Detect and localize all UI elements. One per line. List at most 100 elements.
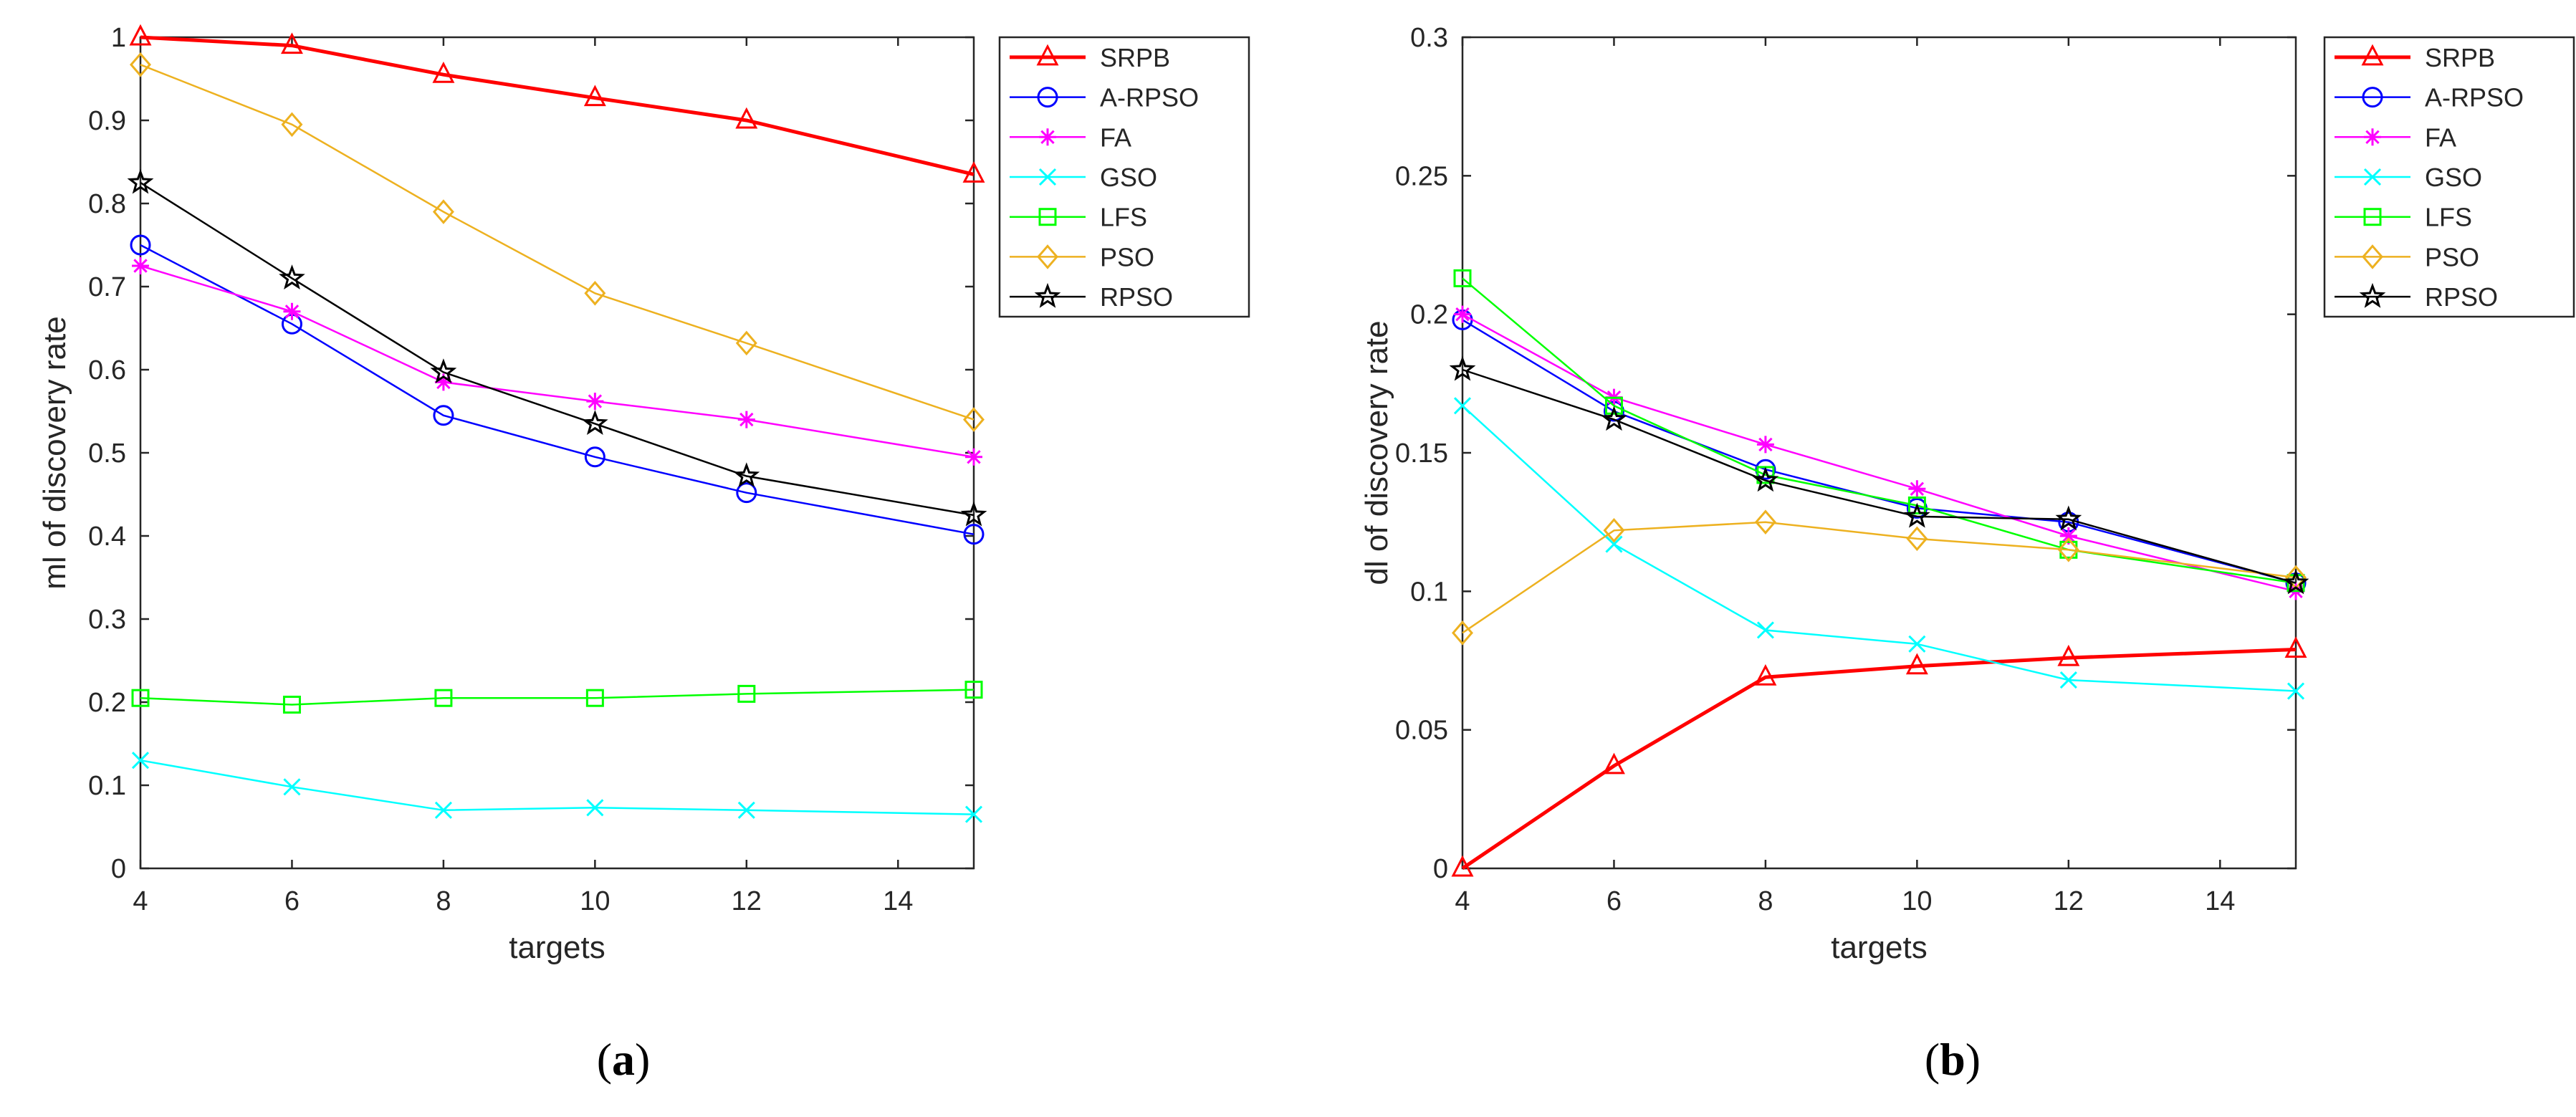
- x-tick-label: 14: [883, 886, 913, 916]
- data-point: [434, 373, 452, 391]
- series-srpb: [1451, 636, 2307, 877]
- x-tick-label: 4: [1455, 886, 1470, 916]
- legend-label: PSO: [2425, 242, 2479, 272]
- y-tick-label: 0.8: [88, 189, 126, 219]
- y-tick-label: 0.2: [1410, 300, 1448, 330]
- y-tick-label: 0.4: [88, 522, 126, 552]
- data-point: [1756, 621, 1774, 639]
- data-point: [433, 405, 454, 426]
- data-point: [962, 161, 985, 183]
- legend-marker: [1038, 168, 1057, 186]
- data-point: [1756, 436, 1774, 454]
- legend-label: GSO: [1100, 163, 1157, 192]
- data-point: [280, 32, 303, 54]
- legend-item: GSO: [1010, 163, 1157, 192]
- data-point: [127, 168, 154, 194]
- y-tick-label: 0.05: [1395, 716, 1448, 746]
- legend-item: LFS: [1010, 203, 1147, 232]
- legend-item: LFS: [2335, 203, 2472, 232]
- chart-panel-b: 4 6 8 10 12 14 0 0.05 0.1 0.15 0.2 0.25 0.3 targets dl…: [1359, 23, 2575, 1085]
- data-point: [1908, 635, 1926, 653]
- legend-label: LFS: [1100, 203, 1147, 232]
- data-point: [1752, 466, 1779, 492]
- data-point: [2282, 569, 2309, 595]
- plot-area: [139, 36, 975, 870]
- data-point: [2057, 644, 2080, 666]
- series-pso: [130, 52, 985, 432]
- data-point: [131, 689, 150, 707]
- y-tick-label: 0.3: [88, 605, 126, 635]
- legend-label: PSO: [1100, 242, 1154, 272]
- series-line: [1462, 277, 2297, 584]
- legend-marker: [1038, 208, 1057, 226]
- legend-marker: [1034, 282, 1061, 308]
- x-tick-label: 6: [284, 886, 300, 916]
- legend-marker: [2364, 128, 2381, 146]
- data-point: [1904, 502, 1930, 528]
- legend-label: RPSO: [1100, 282, 1173, 312]
- y-tick-label: 0.6: [88, 355, 126, 385]
- data-point: [584, 280, 606, 306]
- series-gso: [1453, 397, 2305, 700]
- data-point: [1755, 459, 1776, 480]
- data-point: [735, 107, 758, 129]
- panel-label: (b): [1925, 1034, 1981, 1085]
- data-point: [581, 410, 608, 435]
- data-point: [963, 407, 985, 432]
- data-point: [585, 689, 604, 707]
- series-line: [140, 244, 975, 535]
- data-point: [1906, 526, 1928, 552]
- legend-label: GSO: [2425, 163, 2482, 192]
- y-tick-label: 0.1: [88, 771, 126, 801]
- data-point: [737, 411, 755, 428]
- legend-label: FA: [1100, 123, 1131, 152]
- series-line: [1462, 319, 2297, 584]
- y-tick-label: 0.25: [1395, 161, 1448, 191]
- series-line: [140, 181, 975, 517]
- data-point: [1602, 752, 1625, 775]
- data-point: [1453, 397, 1472, 415]
- data-point: [963, 524, 985, 545]
- series-line: [1462, 368, 2297, 584]
- x-tick-label: 12: [732, 886, 762, 916]
- data-point: [2057, 537, 2079, 562]
- data-point: [960, 501, 987, 527]
- data-point: [586, 799, 604, 817]
- x-tick-label: 6: [1607, 886, 1622, 916]
- y-tick-label: 0.2: [88, 688, 126, 718]
- series-line: [1461, 648, 2297, 871]
- legend: SRPB A-RPSO FA GSO LFS PSO RPSO: [2323, 36, 2575, 318]
- data-point: [1452, 620, 1473, 646]
- y-tick-label: 1: [111, 23, 126, 53]
- legend-item: SRPB: [2335, 43, 2495, 72]
- x-tick-label: 4: [133, 886, 148, 916]
- legend-marker: [1039, 128, 1056, 146]
- y-tick-label: 0: [111, 854, 126, 884]
- panel-label: (a): [597, 1034, 651, 1085]
- series-pso: [1452, 509, 2307, 646]
- data-point: [1451, 855, 1474, 877]
- data-point: [735, 330, 757, 356]
- data-point: [1907, 496, 1926, 514]
- data-point: [132, 257, 149, 274]
- data-point: [964, 681, 983, 699]
- data-point: [1454, 305, 1471, 323]
- series-lfs: [131, 681, 983, 714]
- legend-marker: [2361, 44, 2384, 66]
- data-point: [2055, 505, 2082, 531]
- y-tick-label: 0.9: [88, 106, 126, 136]
- legend-label: A-RPSO: [2425, 83, 2524, 112]
- data-point: [1905, 653, 1928, 675]
- data-point: [2284, 636, 2307, 658]
- legend-marker: [2359, 282, 2386, 308]
- plot-area: [1461, 36, 2297, 870]
- legend-marker: [2363, 168, 2382, 186]
- data-point: [434, 689, 453, 707]
- legend-item: RPSO: [2335, 282, 2498, 312]
- y-axis-label: dl of discovery rate: [1359, 320, 1394, 585]
- x-axis-label: targets: [1831, 930, 1928, 965]
- legend-marker: [1036, 44, 1059, 66]
- data-point: [1605, 535, 1623, 553]
- data-point: [1604, 396, 1623, 415]
